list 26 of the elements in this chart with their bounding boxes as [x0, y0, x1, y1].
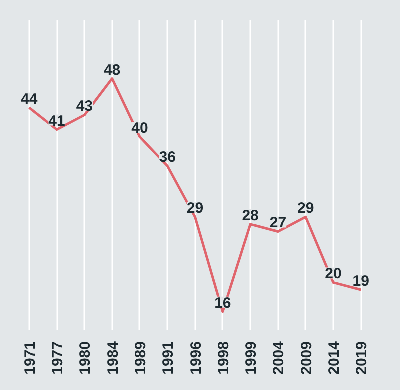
x-tick-label: 2009	[298, 341, 316, 375]
data-label: 20	[325, 266, 342, 283]
data-label: 40	[132, 120, 148, 138]
x-tick-label: 1984	[104, 340, 122, 375]
x-tick-label: 2014	[326, 340, 343, 375]
data-label: 41	[48, 112, 66, 130]
data-label: 27	[270, 214, 287, 232]
data-label: 43	[76, 98, 94, 116]
data-label: 16	[214, 294, 232, 312]
x-tick-label: 2004	[270, 340, 288, 375]
x-tick-label: 1991	[160, 341, 178, 375]
x-tick-label: 1996	[188, 341, 205, 375]
data-label: 36	[159, 149, 176, 166]
x-tick-label: 1998	[215, 341, 232, 375]
data-label: 48	[104, 62, 121, 79]
data-label: 28	[242, 207, 259, 224]
x-tick-label: 1999	[243, 341, 260, 375]
x-tick-label: 1980	[77, 341, 94, 375]
data-label: 19	[352, 273, 370, 290]
x-tick-label: 1971	[22, 341, 39, 375]
x-tick-label: 1977	[50, 341, 67, 375]
data-label: 29	[186, 200, 204, 218]
x-tick-label: 1989	[132, 341, 150, 375]
data-label: 29	[298, 200, 314, 218]
data-label: 44	[21, 90, 38, 108]
x-tick-label: 2019	[354, 341, 371, 375]
